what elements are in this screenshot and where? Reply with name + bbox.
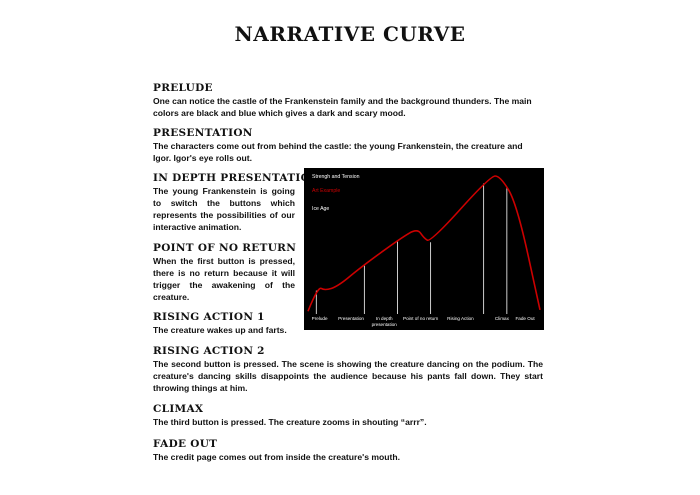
category-label: Presentation (338, 316, 364, 321)
category-label: Climax (495, 316, 510, 321)
text-presentation: The characters come out from behind the … (153, 141, 523, 163)
heading-rising-action-2: RISING ACTION 2 (153, 345, 265, 357)
chart-background (304, 168, 544, 330)
legend-entry: Strengh and Tension (312, 174, 360, 180)
heading-presentation: PRESENTATION (153, 127, 253, 139)
heading-point-of-no-return: POINT OF NO RETURN (153, 242, 297, 254)
legend-entry: Ice Age (312, 206, 329, 212)
category-label: presentation (372, 322, 398, 327)
heading-climax: CLIMAX (153, 403, 204, 415)
category-label: In depth (376, 316, 393, 321)
category-label: Fade Out (516, 316, 536, 321)
text-prelude: One can notice the castle of the Franken… (153, 96, 532, 118)
text-fade-out: The credit page comes out from inside th… (153, 452, 401, 462)
heading-in-depth-presentation: IN DEPTH PRESENTATION (153, 172, 320, 184)
category-label: Prelude (312, 316, 328, 321)
page-title: NARRATIVE CURVE (234, 22, 466, 46)
text-rising-action-1: The creature wakes up and farts. (153, 325, 287, 335)
category-label: Point of no return (403, 316, 439, 321)
text-climax: The third button is pressed. The creatur… (153, 417, 427, 427)
category-label: Rising Action (447, 316, 474, 321)
heading-prelude: PRELUDE (153, 82, 213, 94)
text-in-depth-presentation: The young Frankenstein is going to switc… (153, 186, 295, 232)
legend-entry: Art Example (312, 188, 340, 194)
text-point-of-no-return: When the first button is pressed, there … (153, 256, 295, 302)
heading-fade-out: FADE OUT (153, 438, 218, 450)
heading-rising-action-1: RISING ACTION 1 (153, 311, 265, 323)
text-rising-action-2: The second button is pressed. The scene … (153, 359, 543, 393)
series-line-ice-age (307, 175, 541, 312)
narrative-curve-chart: Strengh and Tension Art Example Ice Age Pre… (304, 168, 544, 330)
